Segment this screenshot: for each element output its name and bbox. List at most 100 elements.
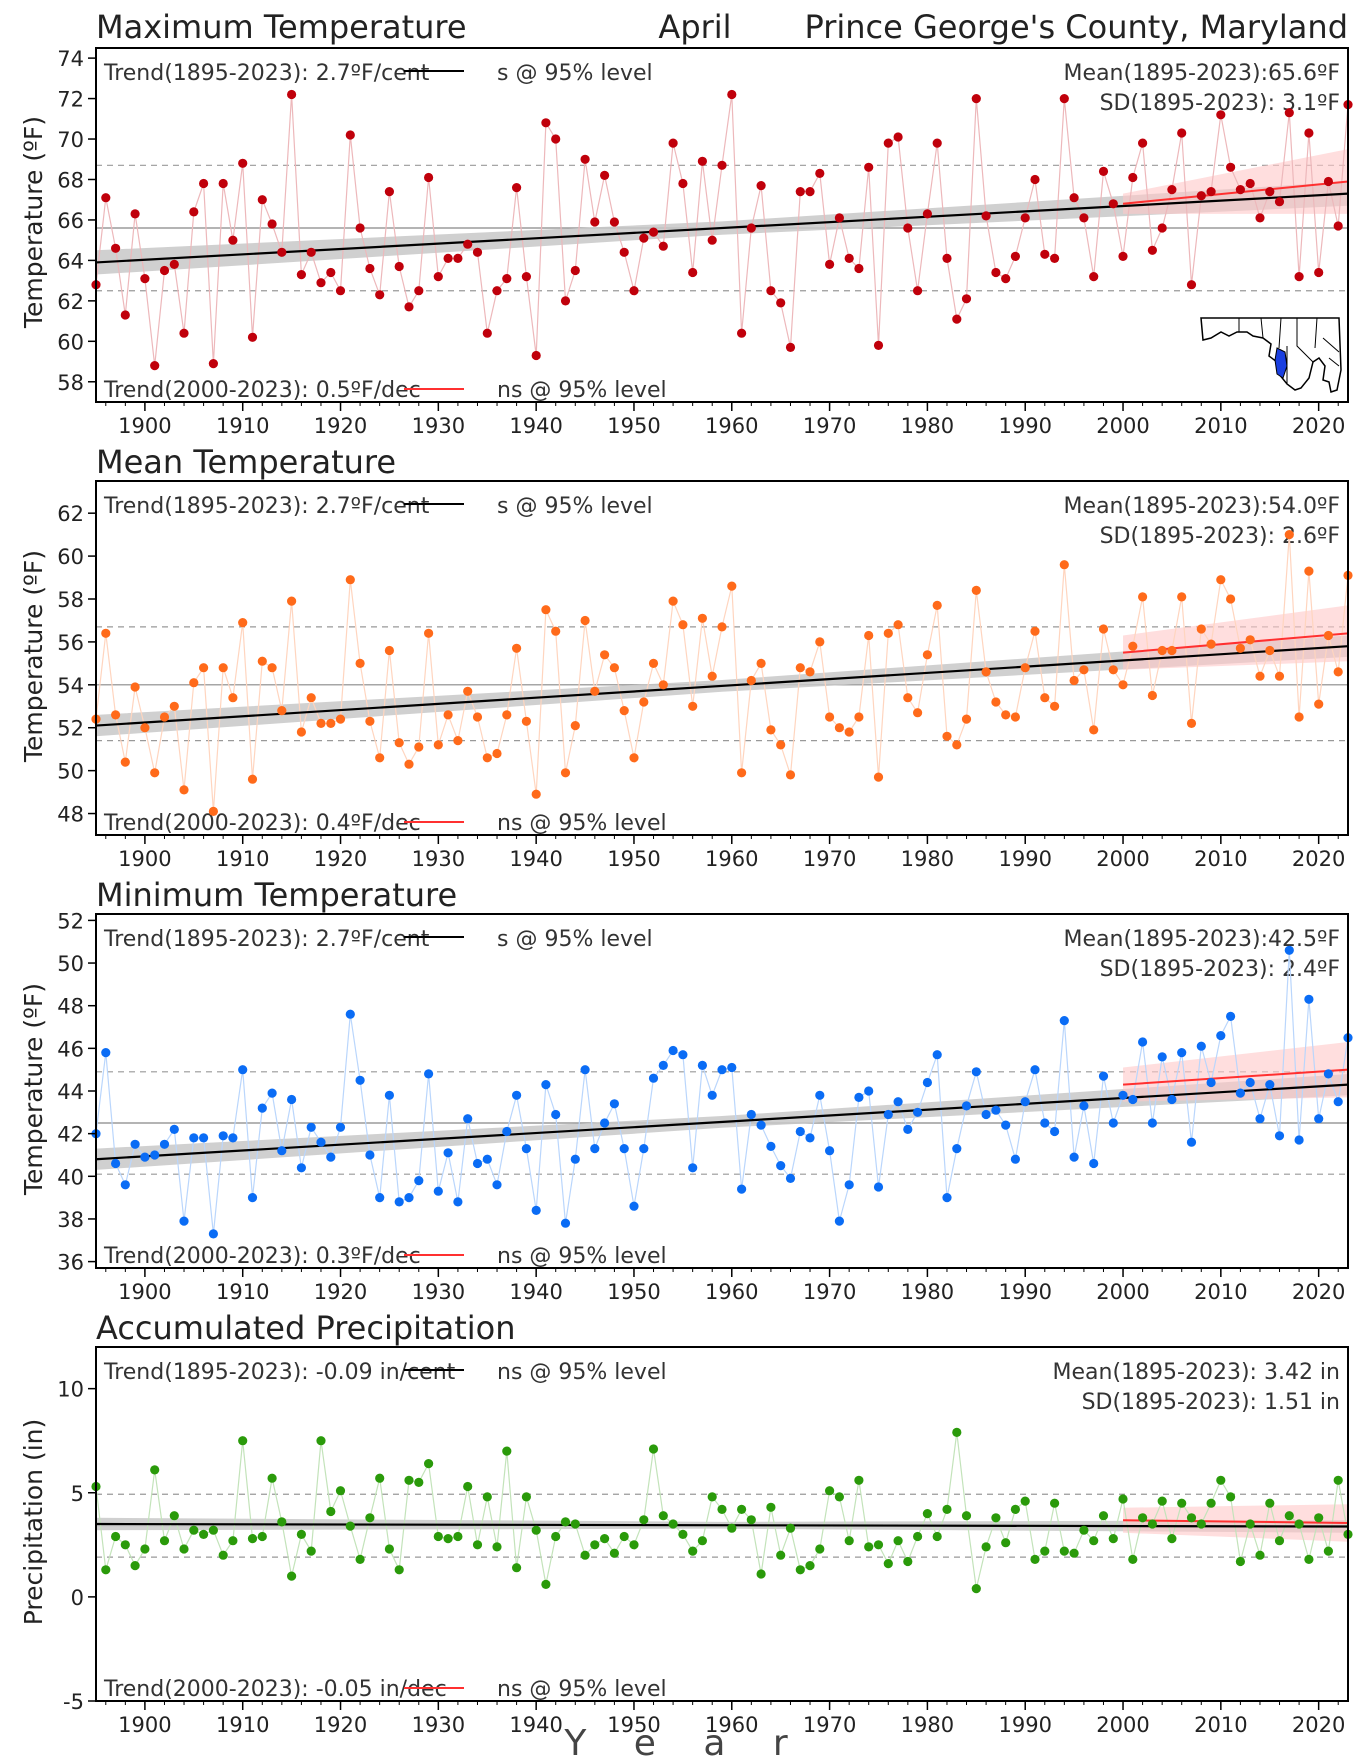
- chart-title-3: Accumulated Precipitation: [96, 1309, 515, 1347]
- data-point: [1274, 197, 1285, 207]
- data-point: [1001, 274, 1011, 284]
- prince-georges-county: [1274, 347, 1288, 379]
- data-point: [502, 1126, 512, 1137]
- data-point: [433, 272, 443, 282]
- data-point: [1245, 178, 1255, 189]
- data-point: [756, 1569, 766, 1579]
- data-point: [140, 1544, 150, 1554]
- data-point: [560, 1517, 571, 1527]
- data-point: [551, 134, 561, 144]
- data-point: [1235, 1556, 1245, 1567]
- data-point: [482, 1154, 492, 1164]
- y-tick-label: 40: [57, 1165, 84, 1189]
- data-point: [639, 697, 649, 707]
- data-point: [668, 138, 678, 148]
- data-point: [1079, 665, 1089, 675]
- y-tick-label: 66: [57, 209, 84, 233]
- data-point: [844, 253, 854, 263]
- data-point: [825, 259, 835, 269]
- data-point: [306, 1122, 316, 1132]
- data-point: [1186, 1137, 1197, 1147]
- data-point: [414, 286, 424, 296]
- data-point: [1118, 1494, 1128, 1504]
- data-point: [267, 663, 277, 673]
- data-point: [101, 1565, 111, 1575]
- data-point: [854, 263, 864, 274]
- data-point: [922, 1509, 933, 1519]
- data-point: [766, 725, 776, 735]
- data-point: [228, 235, 238, 245]
- data-point: [463, 1114, 473, 1124]
- y-tick-label: -5: [63, 1690, 84, 1714]
- data-point: [727, 581, 737, 591]
- data-point: [326, 1506, 336, 1517]
- data-point: [511, 1563, 522, 1573]
- data-point: [629, 753, 639, 763]
- data-point: [1167, 1534, 1177, 1544]
- data-point: [365, 1150, 375, 1160]
- data-point: [1245, 1519, 1255, 1529]
- data-point: [277, 1146, 287, 1156]
- y-tick-label: 52: [57, 717, 84, 741]
- data-point: [551, 1109, 561, 1120]
- data-point: [1118, 1090, 1128, 1100]
- data-point: [903, 693, 913, 703]
- data-point: [1216, 1475, 1226, 1485]
- data-point: [913, 1107, 923, 1117]
- data-point: [590, 1540, 600, 1550]
- data-point: [971, 94, 981, 104]
- data-point: [795, 187, 805, 197]
- data-point: [834, 1492, 845, 1502]
- x-tick-label: 1990: [998, 1713, 1051, 1737]
- data-point: [893, 132, 903, 142]
- data-point: [737, 1504, 747, 1514]
- data-point: [531, 1205, 541, 1215]
- x-tick-label: 1960: [705, 847, 758, 871]
- data-point: [1294, 272, 1304, 282]
- data-point: [903, 223, 913, 233]
- trend-full-sig-2: s @ 95% level: [497, 927, 653, 952]
- x-tick-label: 1910: [216, 847, 269, 871]
- data-point: [169, 1124, 179, 1134]
- data-point: [864, 1086, 874, 1096]
- y-tick-label: 58: [57, 371, 84, 395]
- y-tick-label: 50: [57, 760, 84, 784]
- data-point: [873, 772, 884, 782]
- data-point: [1001, 1120, 1011, 1130]
- data-point: [228, 693, 238, 703]
- data-point: [942, 1504, 952, 1514]
- data-point: [414, 1176, 424, 1186]
- data-point: [531, 789, 541, 799]
- x-tick-label: 1970: [803, 847, 856, 871]
- data-point: [961, 714, 972, 724]
- x-axis-title: Y e a r: [563, 1723, 805, 1760]
- data-point: [776, 1161, 786, 1171]
- data-point: [1040, 1118, 1050, 1128]
- data-point: [521, 1492, 532, 1502]
- data-point: [296, 1529, 306, 1539]
- data-point: [1010, 1504, 1021, 1514]
- data-point: [1059, 560, 1069, 570]
- data-point: [277, 1517, 287, 1527]
- data-point: [619, 1531, 629, 1542]
- data-point: [482, 328, 492, 338]
- data-point: [159, 1536, 170, 1546]
- data-point: [1226, 162, 1236, 172]
- data-point: [1255, 213, 1265, 223]
- data-point: [991, 1105, 1001, 1115]
- data-point: [1040, 249, 1050, 259]
- x-tick-label: 1960: [705, 1713, 758, 1737]
- data-point: [873, 1182, 884, 1192]
- data-point: [257, 195, 267, 205]
- y-tick-label: 48: [57, 803, 84, 827]
- x-tick-label: 1950: [607, 414, 660, 438]
- data-point: [1304, 1554, 1314, 1564]
- y-tick-label: 54: [57, 674, 84, 698]
- data-point: [658, 1060, 668, 1070]
- data-point: [707, 235, 717, 245]
- data-point: [120, 757, 130, 767]
- y-tick-label: 38: [57, 1208, 84, 1232]
- data-point: [1284, 1511, 1294, 1521]
- x-tick-label: 1900: [118, 1713, 171, 1737]
- data-point: [883, 138, 893, 148]
